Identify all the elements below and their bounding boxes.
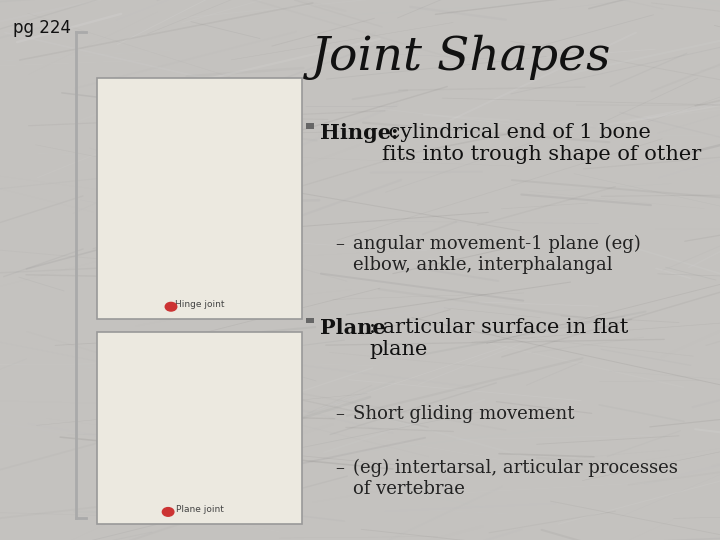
Text: angular movement-1 plane (eg)
elbow, ankle, interphalangal: angular movement-1 plane (eg) elbow, ank…	[353, 235, 641, 274]
Circle shape	[162, 508, 174, 516]
Text: –: –	[335, 405, 343, 423]
Text: cylindrical end of 1 bone
fits into trough shape of other: cylindrical end of 1 bone fits into trou…	[382, 123, 701, 164]
Text: Plane joint: Plane joint	[176, 505, 224, 514]
Text: –: –	[335, 459, 343, 477]
Text: –: –	[335, 235, 343, 253]
Text: Joint Shapes: Joint Shapes	[310, 35, 611, 80]
FancyBboxPatch shape	[97, 78, 302, 319]
Circle shape	[165, 302, 177, 311]
Text: pg 224: pg 224	[13, 19, 71, 37]
Text: Plane: Plane	[320, 318, 386, 338]
Text: Short gliding movement: Short gliding movement	[353, 405, 575, 423]
Bar	[306, 123, 314, 129]
Bar	[306, 318, 314, 323]
Text: : articular surface in flat
plane: : articular surface in flat plane	[369, 318, 629, 359]
Text: Hinge:: Hinge:	[320, 123, 399, 143]
Text: Hinge joint: Hinge joint	[175, 300, 225, 309]
Text: (eg) intertarsal, articular processes
of vertebrae: (eg) intertarsal, articular processes of…	[353, 459, 678, 498]
FancyBboxPatch shape	[97, 332, 302, 524]
